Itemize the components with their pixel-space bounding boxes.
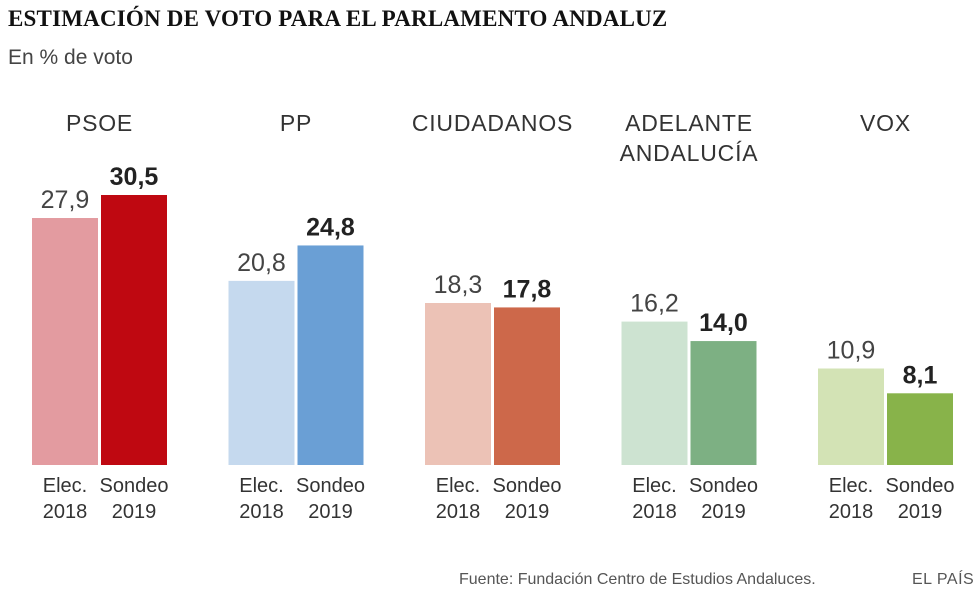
bar-adelante-andalucia-2019 <box>690 341 757 465</box>
category-label-vox-2019: Sondeo <box>886 475 955 497</box>
source-note: Fuente: Fundación Centro de Estudios And… <box>459 571 816 588</box>
party-label-vox: VOX <box>860 110 911 136</box>
category-year-psoe-2019: 2019 <box>112 501 157 523</box>
category-year-vox-2019: 2019 <box>898 501 943 523</box>
bar-vox-2018 <box>818 368 884 465</box>
chart-title: ESTIMACIÓN DE VOTO PARA EL PARLAMENTO AN… <box>8 6 668 31</box>
category-year-ciudadanos-2018: 2018 <box>436 501 481 523</box>
bar-chart: PSOE 27,9 Elec. 2018 30,5 Sondeo 2019 PP 20,8 Ele… <box>32 110 955 523</box>
data-label-psoe-2018: 27,9 <box>41 186 90 214</box>
category-year-pp-2018: 2018 <box>239 501 284 523</box>
bar-ciudadanos-2018 <box>425 303 491 465</box>
category-year-psoe-2018: 2018 <box>43 501 88 523</box>
party-label-adelante-andalucia: ADELANTE <box>625 110 753 136</box>
category-label-adelante-andalucia-2019: Sondeo <box>689 475 758 497</box>
category-label-vox-2018: Elec. <box>829 475 873 497</box>
party-label-psoe: PSOE <box>66 110 133 136</box>
bar-adelante-andalucia-2018 <box>621 321 688 465</box>
party-label-adelante-andalucia: ANDALUCÍA <box>620 140 759 166</box>
category-label-psoe-2018: Elec. <box>43 475 87 497</box>
bar-psoe-2018 <box>32 218 98 465</box>
brand-label: EL PAÍS <box>912 571 975 588</box>
party-label-pp: PP <box>280 110 312 136</box>
category-label-pp-2019: Sondeo <box>296 475 365 497</box>
data-label-ciudadanos-2018: 18,3 <box>434 271 483 299</box>
chart-subtitle: En % de voto <box>8 46 133 69</box>
data-label-pp-2018: 20,8 <box>237 249 286 277</box>
category-label-adelante-andalucia-2018: Elec. <box>632 475 676 497</box>
category-year-adelante-andalucia-2018: 2018 <box>632 501 677 523</box>
bar-ciudadanos-2019 <box>494 307 560 465</box>
category-label-ciudadanos-2018: Elec. <box>436 475 480 497</box>
category-label-psoe-2019: Sondeo <box>100 475 169 497</box>
data-label-vox-2019: 8,1 <box>903 361 938 389</box>
bar-pp-2019 <box>297 245 364 465</box>
data-label-adelante-andalucia-2019: 14,0 <box>699 309 748 337</box>
bar-psoe-2019 <box>101 195 167 465</box>
data-label-ciudadanos-2019: 17,8 <box>503 275 552 303</box>
bar-vox-2019 <box>887 393 953 465</box>
category-label-ciudadanos-2019: Sondeo <box>493 475 562 497</box>
category-label-pp-2018: Elec. <box>239 475 283 497</box>
category-year-pp-2019: 2019 <box>308 501 353 523</box>
category-year-ciudadanos-2019: 2019 <box>505 501 550 523</box>
category-year-adelante-andalucia-2019: 2019 <box>701 501 746 523</box>
data-label-adelante-andalucia-2018: 16,2 <box>630 290 679 318</box>
data-label-psoe-2019: 30,5 <box>110 163 159 191</box>
category-year-vox-2018: 2018 <box>829 501 874 523</box>
party-label-ciudadanos: CIUDADANOS <box>412 110 573 136</box>
bar-pp-2018 <box>228 280 295 465</box>
data-label-pp-2019: 24,8 <box>306 213 355 241</box>
data-label-vox-2018: 10,9 <box>827 337 876 365</box>
